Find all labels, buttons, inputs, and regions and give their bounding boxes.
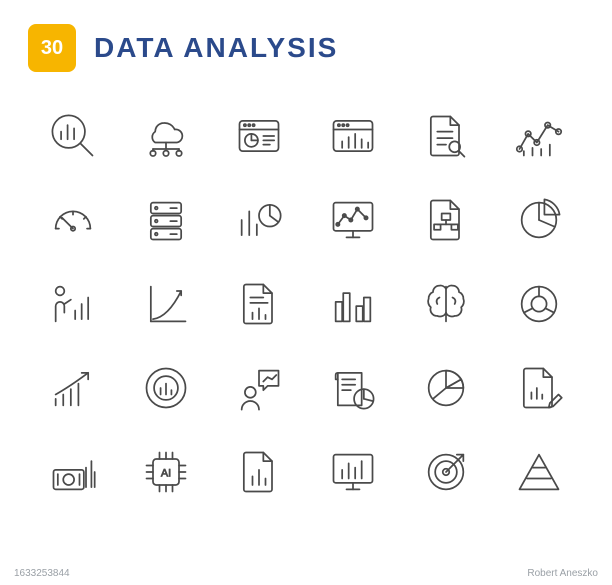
page-title: DATA ANALYSIS [94,32,338,64]
chip-label: AI [161,467,171,479]
brain-icon [399,262,492,346]
line-chart-dots-icon [493,94,586,178]
header: 30 DATA ANALYSIS [0,0,612,84]
file-pencil-chart-icon [493,346,586,430]
monitor-line-icon [306,178,399,262]
footer-credit: Robert Aneszko [527,568,598,579]
server-stack-icon [119,178,212,262]
browser-bars-icon [306,94,399,178]
pyramid-icon [493,430,586,514]
bullseye-arrow-icon [399,430,492,514]
donut-icon [493,262,586,346]
badge-number: 30 [41,37,63,60]
growth-arrow-icon [26,346,119,430]
person-speech-chart-icon [213,346,306,430]
browser-pie-icon [213,94,306,178]
ai-chip-icon: AI [119,430,212,514]
file-diagram-icon [399,178,492,262]
cloud-network-icon [119,94,212,178]
curve-axes-icon [119,262,212,346]
report-pie-icon [306,346,399,430]
count-badge: 30 [28,24,76,72]
grouped-bars-icon [306,262,399,346]
bars-pie-icon [213,178,306,262]
money-bars-icon [26,430,119,514]
pie-3d-icon [399,346,492,430]
monitor-bars-icon [306,430,399,514]
magnify-chart-icon [26,94,119,178]
file-chart-icon [213,430,306,514]
icon-grid: AI [0,84,612,524]
file-bars-icon [213,262,306,346]
footer-id: 1633253844 [14,568,70,579]
speedometer-icon [26,178,119,262]
pie-chart-icon [493,178,586,262]
footer: 1633253844 Robert Aneszko [0,568,612,579]
presenter-bars-icon [26,262,119,346]
target-bars-icon [119,346,212,430]
file-search-icon [399,94,492,178]
